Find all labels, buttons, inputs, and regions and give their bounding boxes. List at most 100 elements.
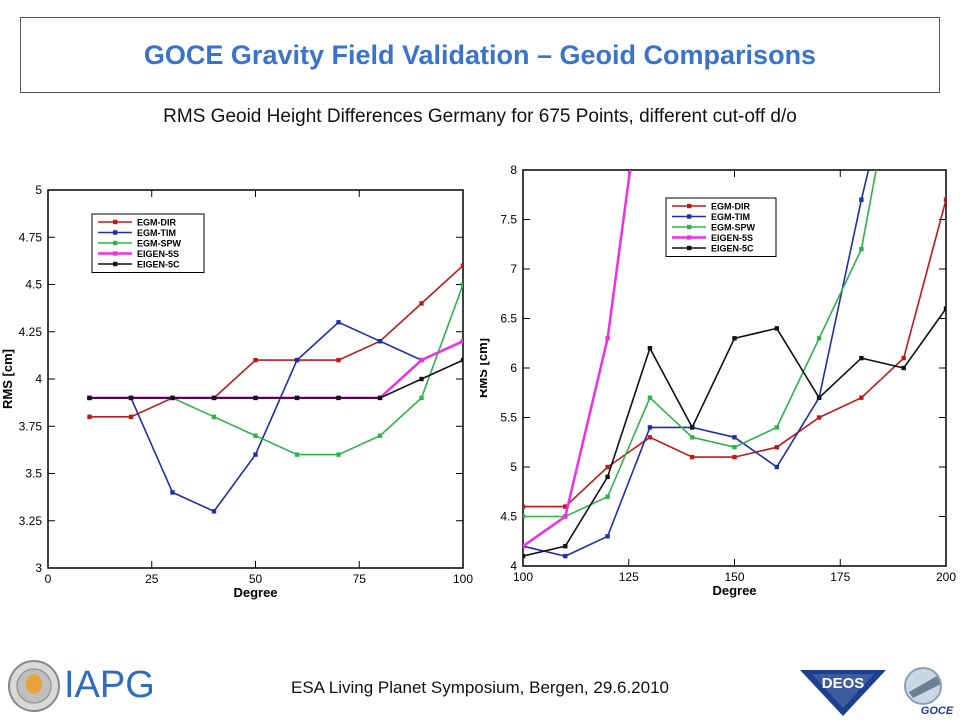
- data-point: [690, 425, 695, 430]
- data-point: [563, 544, 568, 549]
- legend-entry: EIGEN-5C: [137, 260, 180, 270]
- data-point: [170, 490, 175, 495]
- x-axis-label: Degree: [712, 583, 756, 598]
- data-point: [816, 336, 822, 341]
- y-tick-label: 8: [510, 163, 517, 177]
- y-tick-label: 3: [35, 561, 42, 575]
- data-point: [647, 346, 653, 351]
- data-point: [859, 355, 864, 361]
- data-point: [419, 395, 424, 401]
- x-tick-label: 25: [145, 572, 159, 586]
- legend-marker: [113, 251, 118, 256]
- data-point: [128, 395, 134, 401]
- data-point: [336, 452, 341, 457]
- x-tick-label: 125: [619, 570, 639, 584]
- data-point: [460, 357, 463, 363]
- data-point: [460, 282, 463, 287]
- data-point: [774, 425, 779, 430]
- data-point: [460, 339, 463, 344]
- data-point: [816, 415, 822, 420]
- y-tick-label: 4.25: [19, 325, 43, 339]
- legend-entry: EIGEN-5S: [137, 249, 179, 259]
- x-tick-label: 50: [249, 572, 263, 586]
- data-point: [774, 445, 779, 450]
- data-point: [294, 357, 300, 363]
- y-tick-label: 6: [510, 361, 517, 375]
- y-tick-label: 6.5: [500, 312, 517, 326]
- y-axis-label: RMS [cm]: [480, 338, 490, 398]
- series-line-egm-tim: [523, 170, 870, 557]
- data-point: [253, 452, 258, 457]
- data-point: [605, 464, 610, 470]
- legend-marker: [113, 230, 118, 235]
- data-point: [211, 414, 217, 419]
- data-point: [647, 395, 653, 400]
- title-box: GOCE Gravity Field Validation – Geoid Co…: [20, 17, 940, 93]
- data-point: [336, 320, 341, 325]
- data-point: [211, 395, 217, 401]
- x-tick-label: 200: [936, 570, 956, 584]
- data-point: [816, 395, 822, 400]
- legend-marker: [687, 235, 692, 240]
- y-tick-label: 3.25: [19, 514, 43, 528]
- legend-entry: EGM-DIR: [137, 218, 176, 228]
- x-tick-label: 100: [513, 570, 533, 584]
- data-point: [170, 395, 175, 401]
- data-point: [901, 365, 906, 371]
- data-point: [419, 357, 424, 363]
- series-group: [523, 170, 946, 559]
- y-tick-label: 7.5: [500, 213, 517, 227]
- y-tick-label: 4.5: [500, 510, 517, 524]
- data-point: [732, 445, 737, 450]
- y-tick-label: 5: [35, 183, 42, 197]
- data-point: [943, 306, 946, 311]
- data-point: [732, 336, 737, 341]
- data-point: [253, 433, 258, 438]
- data-point: [460, 263, 463, 268]
- y-tick-label: 7: [510, 262, 517, 276]
- series-line-eigen-5c: [89, 359, 463, 399]
- x-tick-label: 100: [453, 572, 473, 586]
- x-tick-label: 0: [45, 572, 52, 586]
- data-point: [943, 197, 946, 202]
- legend-marker: [687, 245, 692, 251]
- data-point: [901, 355, 906, 361]
- y-tick-label: 3.75: [19, 419, 43, 433]
- data-point: [253, 395, 258, 401]
- page-title: GOCE Gravity Field Validation – Geoid Co…: [143, 39, 817, 70]
- x-tick-label: 150: [724, 570, 744, 584]
- page-subtitle: RMS Geoid Height Differences Germany for…: [163, 106, 797, 127]
- deos-logo: DEOS: [800, 670, 886, 716]
- legend-entry: EGM-SPW: [711, 223, 756, 233]
- data-point: [294, 452, 300, 457]
- legend-entry: EGM-TIM: [711, 212, 750, 222]
- y-tick-label: 5.5: [500, 411, 517, 425]
- x-tick-label: 75: [353, 572, 367, 586]
- data-point: [690, 435, 695, 440]
- data-point: [523, 553, 526, 559]
- legend-marker: [113, 261, 118, 267]
- data-point: [336, 357, 341, 363]
- data-point: [377, 433, 383, 438]
- chart-right: 4 4.5 5 5.5 6 6.5 7 7.5 8 100 125 150 175 200 Degree RM…: [480, 163, 956, 598]
- data-point: [523, 514, 526, 519]
- data-point: [774, 326, 779, 331]
- data-point: [732, 454, 737, 460]
- legend-entry: EGM-SPW: [137, 239, 182, 249]
- data-point: [859, 197, 864, 202]
- data-point: [419, 376, 424, 382]
- data-point: [336, 395, 341, 401]
- data-point: [128, 414, 134, 419]
- goce-logo: GOCE: [904, 667, 954, 717]
- data-point: [732, 435, 737, 440]
- series-line-egm-spw: [523, 170, 877, 518]
- x-tick-label: 175: [830, 570, 850, 584]
- data-point: [859, 395, 864, 400]
- legend-marker: [687, 224, 692, 230]
- legend-entry: EIGEN-5C: [711, 244, 754, 254]
- data-point: [859, 247, 864, 252]
- data-point: [605, 336, 610, 341]
- legend-entry: EIGEN-5S: [711, 233, 753, 243]
- data-point: [563, 514, 568, 519]
